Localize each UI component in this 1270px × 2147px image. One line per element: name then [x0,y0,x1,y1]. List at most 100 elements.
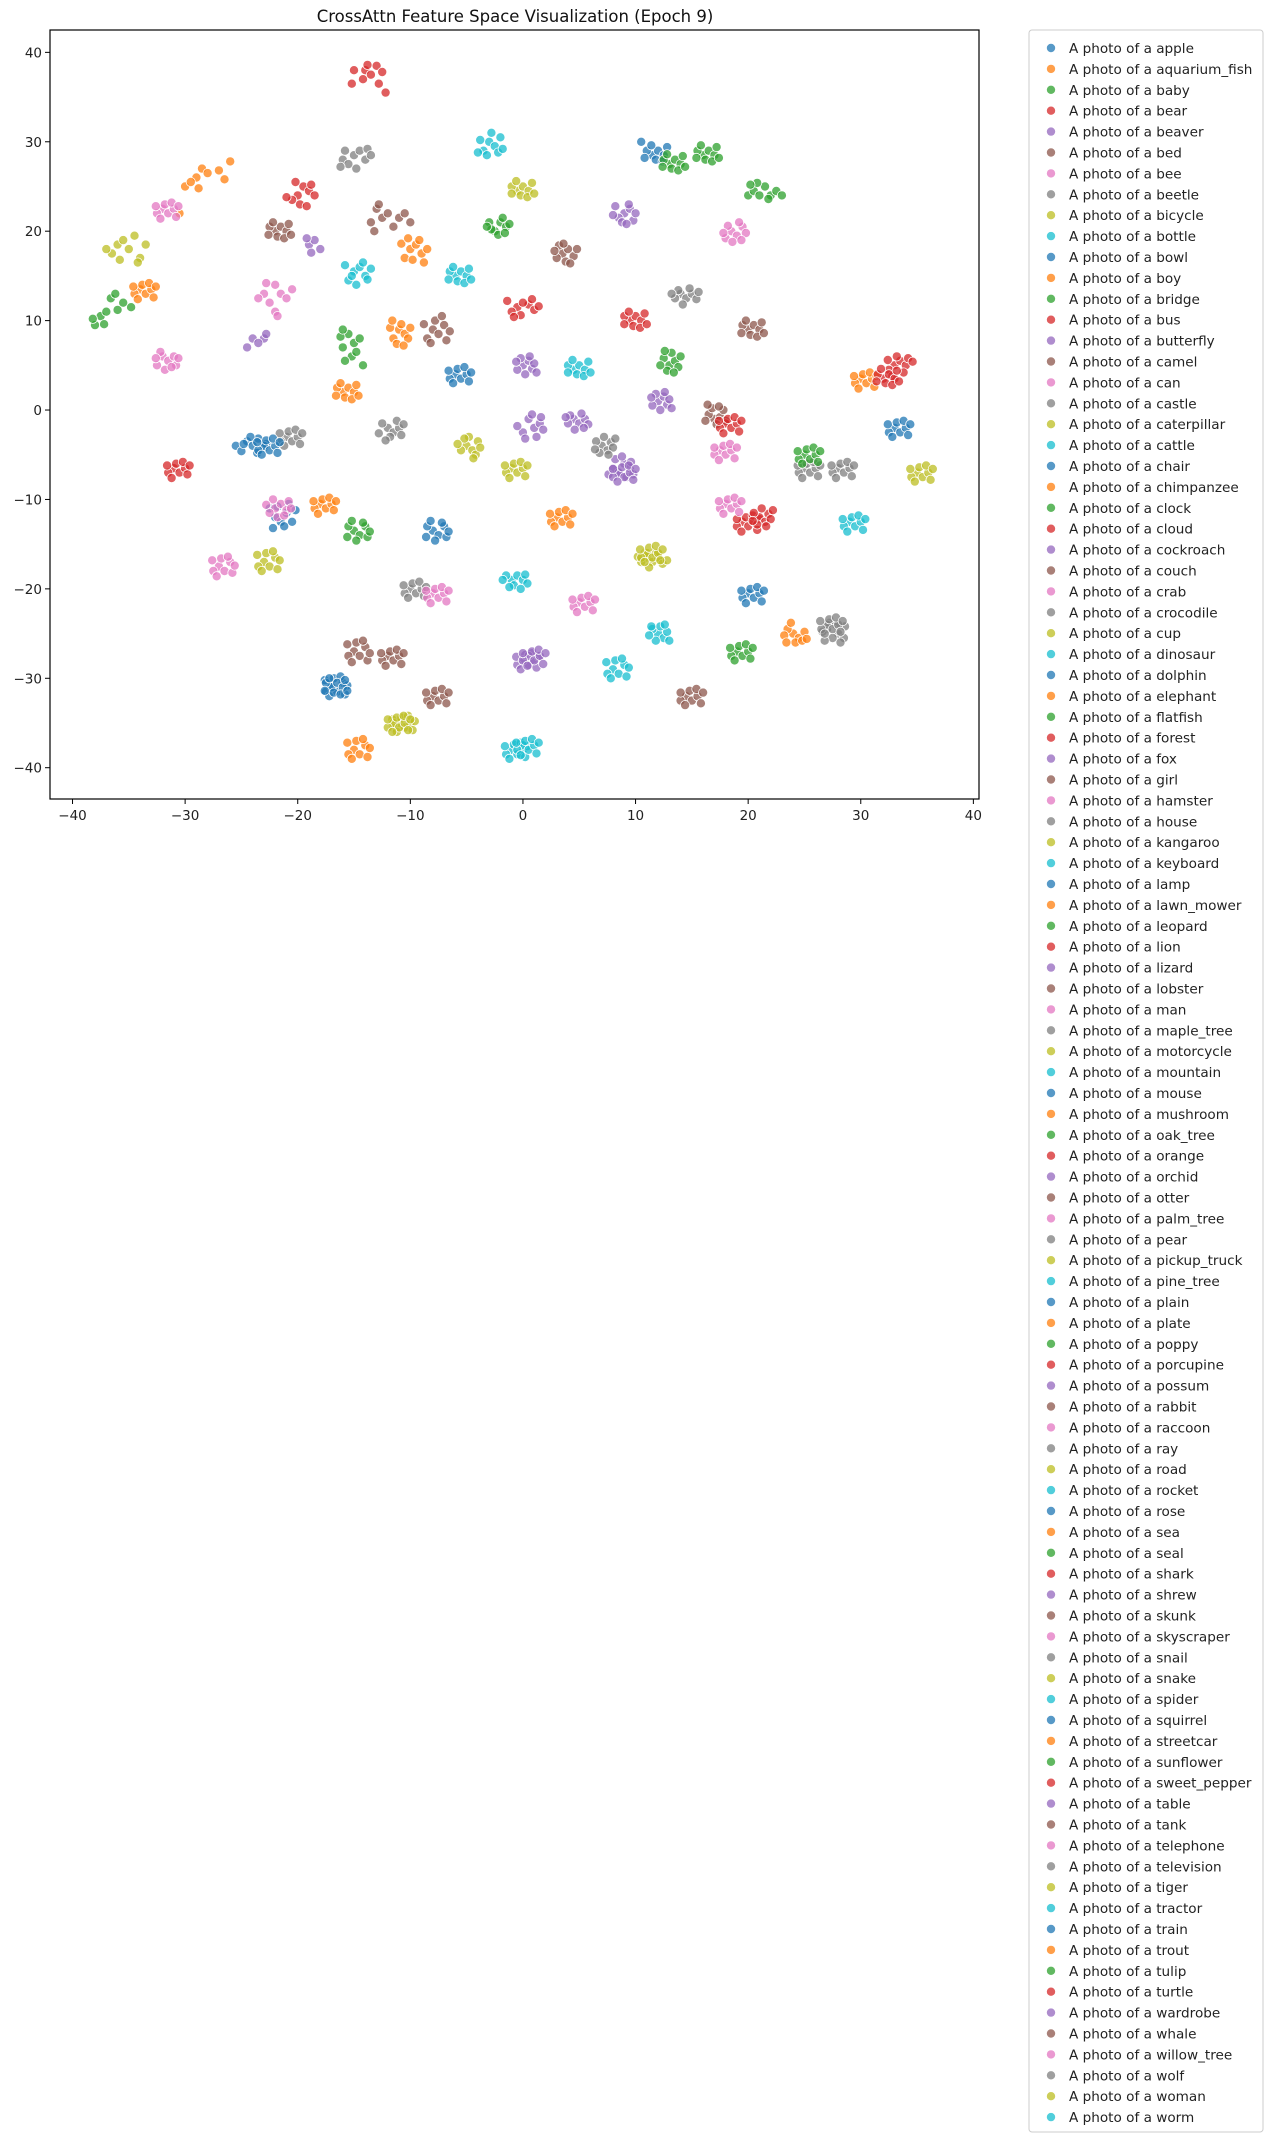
chart-title: CrossAttn Feature Space Visualization (E… [317,7,714,26]
data-point [837,616,848,627]
data-point [545,508,556,519]
series-group [709,438,742,466]
data-point [747,642,758,653]
y-tick-label: −40 [14,761,43,777]
legend-label: A photo of a lamp [1069,877,1190,893]
data-point [531,367,542,378]
data-point [315,244,326,255]
legend-label: A photo of a tractor [1069,1901,1203,1917]
legend-label: A photo of a elephant [1069,689,1216,705]
legend-marker [1046,1088,1057,1099]
data-point [281,192,292,203]
data-point [675,351,686,362]
legend-marker [1046,1673,1057,1684]
legend-label: A photo of a apple [1069,41,1194,57]
data-point [185,176,196,187]
legend-marker [1046,879,1057,890]
legend-label: A photo of a possum [1069,1379,1209,1395]
data-point [927,463,938,474]
data-point [166,362,177,373]
data-point [527,294,538,305]
data-point [776,190,787,201]
data-point [668,367,679,378]
x-tick-label: 10 [627,808,644,824]
legend-label: A photo of a train [1069,1922,1188,1938]
data-point [387,726,398,737]
legend-marker [1046,231,1057,242]
data-point [335,378,346,389]
y-tick-label: 10 [25,314,42,330]
legend-label: A photo of a forest [1069,731,1195,747]
x-tick-label: −10 [396,808,425,824]
legend-label: A photo of a television [1069,1859,1222,1875]
data-point [388,221,399,232]
data-point [481,221,492,232]
legend-label: A photo of a orchid [1069,1170,1198,1186]
series-group [261,494,296,523]
data-point [677,299,688,310]
data-point [123,244,134,255]
legend-label: A photo of a bus [1069,313,1181,329]
data-point [572,607,583,618]
legend-label: A photo of a house [1069,814,1197,830]
data-point [396,659,407,670]
legend-label: A photo of a hamster [1069,793,1213,809]
data-point [373,428,384,439]
data-point [225,156,236,167]
legend-label: A photo of a ray [1069,1441,1178,1457]
legend-label: A photo of a otter [1069,1191,1190,1207]
legend-marker [1046,210,1057,221]
data-point [736,496,747,507]
series-group [882,415,916,442]
series-group [242,233,326,353]
data-point [357,635,368,646]
legend-label: A photo of a whale [1069,2027,1196,2043]
data-point [813,471,824,482]
data-point [718,428,729,439]
series-group [736,315,769,342]
data-point [481,150,492,161]
data-point [443,274,454,285]
data-point [184,460,195,471]
legend-marker [1046,983,1057,994]
data-point [734,426,745,437]
legend-marker [1046,1255,1057,1266]
data-point [99,319,110,330]
data-point [711,142,722,153]
data-point [610,433,621,444]
series-group [418,311,455,348]
data-point [531,748,542,759]
legend-label: A photo of a seal [1069,1546,1184,1562]
data-point [287,284,298,295]
data-point [713,496,724,507]
legend-marker [1046,2091,1057,2102]
legend-label: A photo of a pickup_truck [1069,1253,1243,1269]
series-group [644,619,675,646]
series-group [499,456,533,483]
data-point [267,217,278,228]
legend-label: A photo of a bee [1069,166,1182,182]
legend-label: A photo of a aquarium_fish [1069,62,1252,78]
legend-marker [1046,1715,1057,1726]
data-point [267,494,278,505]
data-point [354,333,365,344]
data-point [905,419,916,430]
legend-label: A photo of a keyboard [1069,856,1219,872]
data-point [538,659,549,670]
data-point [675,687,686,698]
legend-marker [1046,1735,1057,1746]
data-point [101,306,112,317]
data-point [858,524,869,535]
legend-marker [1046,105,1057,116]
data-point [623,662,634,673]
x-tick-label: −20 [283,808,312,824]
data-point [740,227,751,238]
legend-marker [1046,189,1057,200]
legend-label: A photo of a shrew [1069,1588,1197,1604]
data-point [382,714,393,725]
data-point [659,387,670,398]
data-point [761,521,772,532]
legend-label: A photo of a bear [1069,104,1188,120]
data-point [362,274,373,285]
